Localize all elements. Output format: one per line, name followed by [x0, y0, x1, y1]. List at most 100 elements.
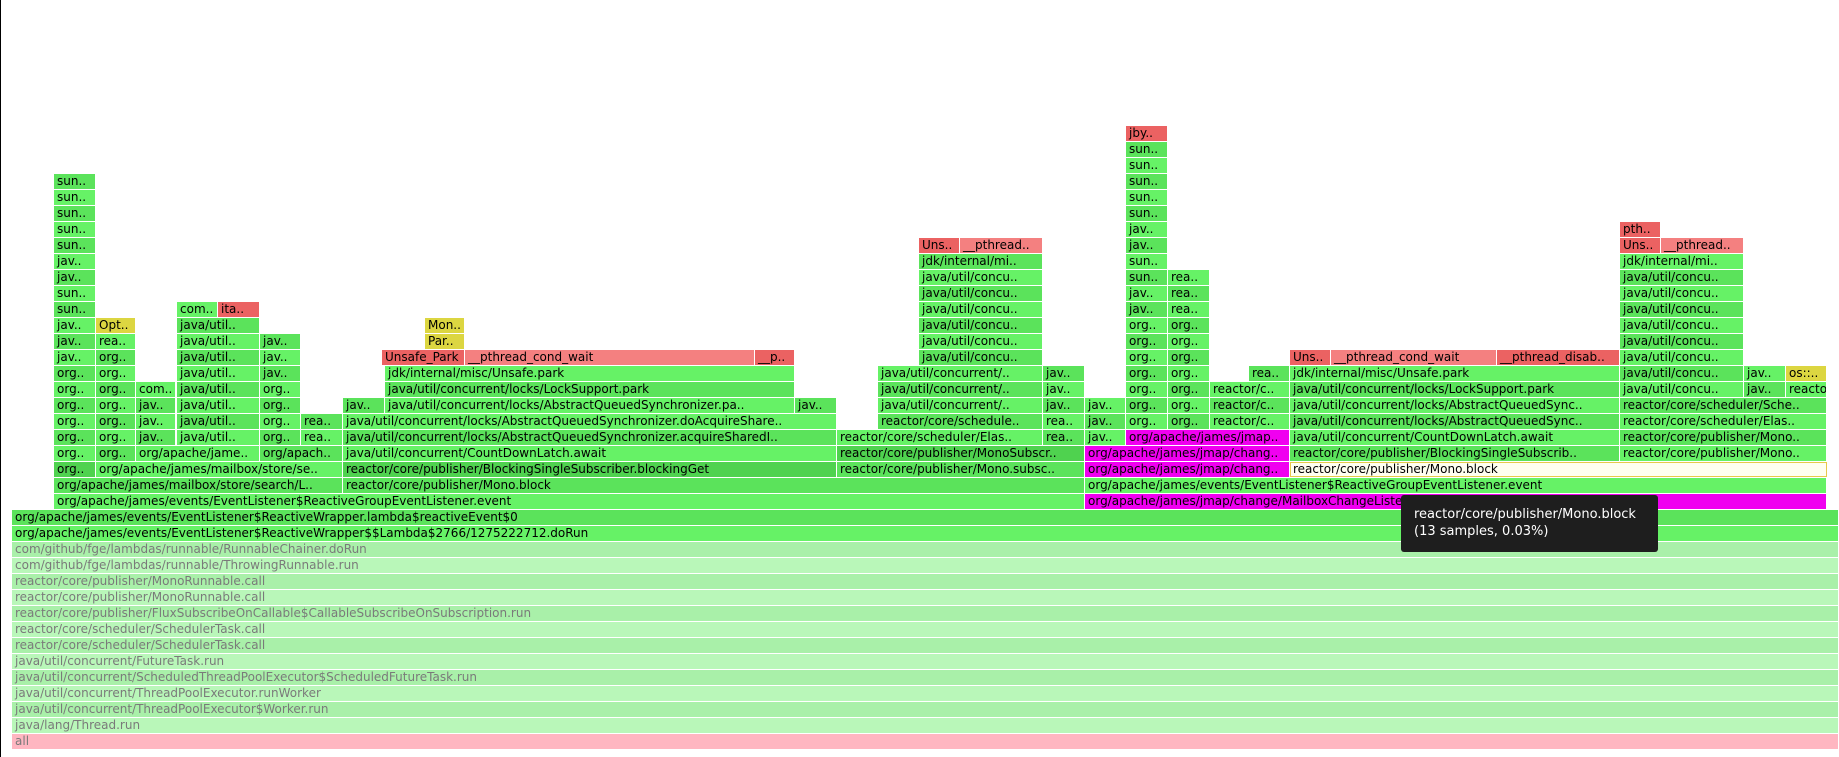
stack-frame[interactable]: org..: [96, 350, 136, 365]
stack-frame[interactable]: reactor/c..: [1210, 398, 1290, 413]
stack-frame[interactable]: jav..: [1043, 366, 1085, 381]
stack-frame[interactable]: sun..: [1126, 174, 1168, 189]
stack-frame[interactable]: sun..: [54, 190, 96, 205]
stack-frame[interactable]: rea..: [1043, 430, 1085, 445]
stack-frame[interactable]: jav..: [1126, 286, 1168, 301]
stack-frame[interactable]: jdk/internal/mi..: [1620, 254, 1744, 269]
stack-frame[interactable]: os::..: [1786, 366, 1827, 381]
stack-frame[interactable]: jav..: [1085, 414, 1126, 429]
stack-frame[interactable]: org/apache/james/jmap..: [1126, 430, 1290, 445]
stack-frame[interactable]: reactor/core/publisher/Mono.block: [1290, 462, 1827, 477]
stack-frame[interactable]: java/util..: [177, 350, 260, 365]
stack-frame[interactable]: sun..: [54, 206, 96, 221]
stack-frame[interactable]: reactor/core/publisher/Mono..: [1620, 430, 1827, 445]
stack-frame[interactable]: jav..: [343, 398, 385, 413]
stack-frame[interactable]: __p..: [755, 350, 795, 365]
stack-frame[interactable]: sun..: [54, 174, 96, 189]
stack-frame[interactable]: reactor/core/schedule..: [878, 414, 1043, 429]
stack-frame[interactable]: rea..: [1168, 286, 1210, 301]
stack-frame[interactable]: java/util/concurrent/locks/LockSupport.p…: [1290, 382, 1620, 397]
stack-frame[interactable]: jav..: [136, 398, 176, 413]
stack-frame[interactable]: org..: [54, 398, 96, 413]
stack-frame[interactable]: org..: [1168, 334, 1210, 349]
stack-frame[interactable]: org..: [96, 414, 136, 429]
stack-frame[interactable]: java/util..: [177, 366, 260, 381]
stack-frame[interactable]: java/util..: [177, 398, 260, 413]
stack-frame[interactable]: java/util/concu..: [1620, 334, 1744, 349]
stack-frame[interactable]: jav..: [1085, 398, 1126, 413]
stack-frame[interactable]: java/util/concu..: [1620, 382, 1744, 397]
stack-frame[interactable]: java/util/concurrent/locks/AbstractQueue…: [385, 398, 795, 413]
stack-frame[interactable]: org..: [96, 398, 136, 413]
stack-frame[interactable]: jav..: [1043, 398, 1085, 413]
stack-frame[interactable]: java/util/concurrent/locks/AbstractQueue…: [343, 414, 837, 429]
stack-frame[interactable]: org..: [1126, 350, 1168, 365]
stack-frame[interactable]: java/util/concu..: [919, 270, 1043, 285]
stack-frame[interactable]: reactor/core/publisher/MonoRunnable.call: [12, 590, 1839, 605]
stack-frame[interactable]: reactor/core/publisher/MonoRunnable.call: [12, 574, 1839, 589]
stack-frame[interactable]: reactor/core/publisher/MonoSubscr..: [837, 446, 1085, 461]
stack-frame[interactable]: org/apache/james/events/EventListener$Re…: [12, 510, 1839, 525]
stack-frame[interactable]: reactor/core/publisher/FluxSubscribeOnCa…: [12, 606, 1839, 621]
stack-frame[interactable]: java/util/concu..: [1620, 270, 1744, 285]
stack-frame[interactable]: jav..: [1085, 430, 1126, 445]
stack-frame[interactable]: jav..: [54, 350, 96, 365]
stack-frame[interactable]: org/apach..: [260, 446, 343, 461]
stack-frame[interactable]: org..: [1126, 366, 1168, 381]
stack-frame[interactable]: java/util..: [177, 414, 260, 429]
stack-frame[interactable]: rea..: [1168, 270, 1210, 285]
stack-frame[interactable]: org/apache/james/mailbox/store/search/L.…: [54, 478, 343, 493]
stack-frame[interactable]: Uns..: [919, 238, 960, 253]
stack-frame[interactable]: org..: [1168, 318, 1210, 333]
stack-frame[interactable]: reactor/core/scheduler/SchedulerTask.cal…: [12, 622, 1839, 637]
stack-frame[interactable]: sun..: [54, 238, 96, 253]
stack-frame[interactable]: org..: [260, 382, 301, 397]
stack-frame[interactable]: org..: [96, 430, 136, 445]
stack-frame[interactable]: Mon..: [425, 318, 465, 333]
stack-frame[interactable]: reactor/core/scheduler/SchedulerTask.cal…: [12, 638, 1839, 653]
stack-frame[interactable]: org..: [1126, 414, 1168, 429]
stack-frame[interactable]: rea..: [1249, 366, 1290, 381]
stack-frame[interactable]: reactor/core/scheduler/Sche..: [1620, 398, 1827, 413]
stack-frame[interactable]: pth..: [1620, 222, 1661, 237]
stack-frame[interactable]: sun..: [1126, 158, 1168, 173]
stack-frame[interactable]: jav..: [260, 366, 301, 381]
stack-frame[interactable]: rea..: [301, 430, 343, 445]
stack-frame[interactable]: jav..: [1744, 382, 1786, 397]
stack-frame[interactable]: jby..: [1126, 126, 1168, 141]
stack-frame[interactable]: com..: [136, 382, 176, 397]
stack-frame[interactable]: jav..: [1126, 222, 1168, 237]
stack-frame[interactable]: reactor/c..: [1786, 382, 1827, 397]
stack-frame[interactable]: __pthread_cond_wait: [1331, 350, 1497, 365]
stack-frame[interactable]: java/util/concurrent/locks/AbstractQueue…: [1290, 414, 1620, 429]
stack-frame[interactable]: jav..: [1043, 382, 1085, 397]
stack-frame[interactable]: jav..: [54, 318, 96, 333]
stack-frame[interactable]: org/apache/james/events/EventListener$Re…: [54, 494, 1085, 509]
stack-frame[interactable]: java/util/concu..: [919, 302, 1043, 317]
stack-frame[interactable]: org..: [260, 430, 301, 445]
stack-frame[interactable]: ita..: [218, 302, 260, 317]
stack-frame[interactable]: jav..: [795, 398, 837, 413]
stack-frame[interactable]: jav..: [54, 334, 96, 349]
stack-frame[interactable]: sun..: [1126, 254, 1168, 269]
stack-frame[interactable]: Opt..: [96, 318, 136, 333]
stack-frame[interactable]: org/apache/james/events/EventListener$Re…: [1085, 478, 1827, 493]
stack-frame[interactable]: org..: [1168, 398, 1210, 413]
stack-frame[interactable]: org..: [1168, 366, 1210, 381]
stack-frame[interactable]: org..: [1126, 398, 1168, 413]
stack-frame[interactable]: java/util/concu..: [1620, 302, 1744, 317]
stack-frame[interactable]: java/util/concurrent/CountDownLatch.awai…: [343, 446, 837, 461]
stack-frame[interactable]: jav..: [260, 350, 301, 365]
stack-frame[interactable]: org..: [54, 462, 96, 477]
stack-frame[interactable]: reactor/core/publisher/BlockingSingleSub…: [343, 462, 837, 477]
stack-frame[interactable]: java/util/concurrent/locks/AbstractQueue…: [343, 430, 837, 445]
stack-frame[interactable]: java/lang/Thread.run: [12, 718, 1839, 733]
stack-frame[interactable]: __pthread..: [960, 238, 1043, 253]
stack-frame[interactable]: org..: [1168, 414, 1210, 429]
stack-frame[interactable]: org..: [96, 382, 136, 397]
stack-frame[interactable]: __pthread..: [1661, 238, 1744, 253]
stack-frame[interactable]: org/apache/jame..: [136, 446, 260, 461]
stack-frame[interactable]: org..: [260, 398, 301, 413]
stack-frame[interactable]: org/apache/james/jmap/chang..: [1085, 446, 1290, 461]
